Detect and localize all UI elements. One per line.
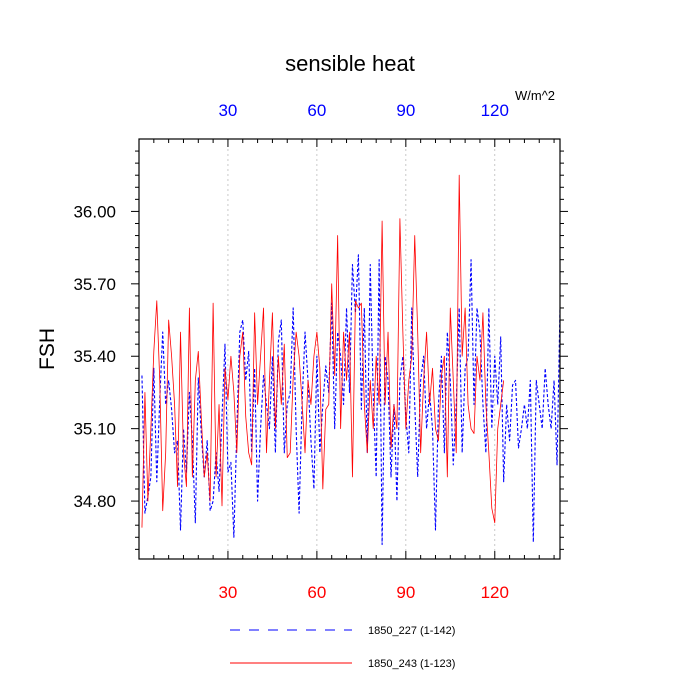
top-axis-units: W/m^2 [515, 88, 555, 103]
axis-ticks [131, 139, 568, 559]
y-tick-label-2: 35.40 [73, 347, 116, 366]
series-line-1 [141, 254, 561, 546]
x-tick-label-bottom-0: 30 [218, 583, 237, 602]
y-tick-label-3: 35.70 [73, 275, 116, 294]
chart-title: sensible heat [285, 51, 415, 76]
x-tick-label-top-2: 90 [396, 101, 415, 120]
grid-lines [227, 139, 496, 559]
plot-frame [138, 138, 561, 560]
x-tick-label-top-0: 30 [218, 101, 237, 120]
y-tick-label-1: 35.10 [73, 420, 116, 439]
x-tick-label-bottom-3: 120 [481, 583, 509, 602]
legend-label-series-1: 1850_227 (1-142) [368, 625, 455, 637]
axis-labels: 30 30 60 60 90 90 120 120 34.80 35.10 35.40 35.70 36… [73, 101, 509, 602]
legend: 1850_227 (1-142) 1850_243 (1-123) [230, 625, 455, 670]
y-tick-label-0: 34.80 [73, 492, 116, 511]
y-tick-label-4: 36.00 [73, 202, 116, 221]
x-tick-label-bottom-2: 90 [396, 583, 415, 602]
series-line-2 [141, 174, 505, 528]
x-tick-label-top-1: 60 [307, 101, 326, 120]
legend-label-series-2: 1850_243 (1-123) [368, 658, 455, 670]
series-lines [141, 174, 561, 546]
x-tick-label-top-3: 120 [481, 101, 509, 120]
y-axis-label: FSH [36, 328, 59, 370]
x-tick-label-bottom-1: 60 [307, 583, 326, 602]
